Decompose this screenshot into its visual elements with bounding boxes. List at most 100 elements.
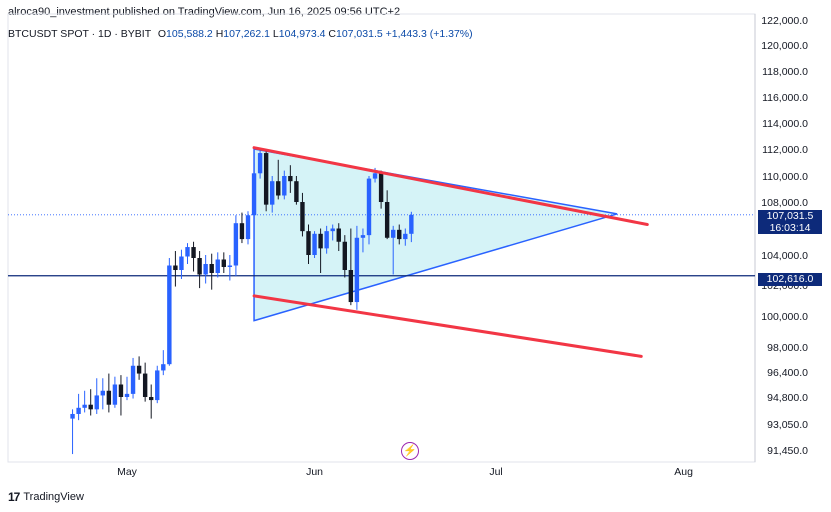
candle-body	[282, 176, 287, 196]
candle-body	[300, 202, 305, 232]
candle-body	[130, 365, 136, 394]
y-tick-label: 118,000.0	[762, 66, 808, 78]
y-tick-label: 122,000.0	[761, 15, 808, 27]
y-tick-label: 91,450.0	[767, 445, 808, 457]
x-tick-label: Jul	[489, 466, 502, 478]
lightning-icon[interactable]: ⚡	[401, 442, 419, 460]
y-tick-label: 112,000.0	[762, 144, 808, 156]
candle-body	[227, 265, 233, 267]
y-tick-label: 100,000.0	[761, 311, 808, 323]
y-tick-label: 94,800.0	[767, 392, 808, 404]
candle-body	[257, 153, 263, 174]
last-price-value: 107,031.5	[766, 210, 814, 222]
y-tick-label: 98,000.0	[767, 342, 808, 354]
candle-body	[330, 228, 335, 232]
candle-body	[312, 233, 317, 255]
candle-body	[76, 407, 81, 414]
candle-body	[197, 258, 202, 275]
candle-body	[142, 373, 148, 397]
candle-body	[288, 176, 293, 182]
y-tick-label: 93,050.0	[767, 419, 808, 431]
symbol-label[interactable]: BTCUSDT SPOT · 1D · BYBIT	[8, 28, 151, 40]
candle-body	[263, 153, 269, 205]
candle-body	[336, 228, 341, 242]
candle-body	[409, 214, 414, 234]
x-tick-label: Aug	[674, 466, 693, 478]
candle-body	[378, 173, 384, 202]
x-tick-label: Jun	[306, 466, 323, 478]
candle-body	[167, 265, 172, 365]
candle-body	[384, 202, 390, 238]
candle-body	[136, 365, 142, 374]
tradingview-logo-icon: 17	[8, 490, 20, 504]
brand-label: TradingView	[23, 491, 84, 503]
high-label: H	[215, 28, 224, 40]
candle-body	[403, 233, 408, 240]
candle-body	[276, 181, 281, 196]
candle-body	[82, 404, 87, 408]
low-value: 104,973.4	[278, 28, 326, 40]
ohlc-legend: BTCUSDT SPOT · 1D · BYBIT O105,588.2 H10…	[8, 28, 473, 40]
candle-body	[360, 235, 366, 238]
y-tick-label: 120,000.0	[761, 40, 808, 52]
y-tick-label: 116,000.0	[762, 92, 808, 104]
footer-brand: 17 TradingView	[8, 490, 84, 504]
candle-body	[173, 265, 178, 270]
close-value: 107,031.5	[336, 28, 383, 40]
candle-body	[397, 229, 402, 240]
candle-body	[294, 181, 299, 202]
candle-body	[106, 390, 112, 405]
candle-body	[251, 173, 257, 216]
candle-body	[348, 270, 354, 303]
y-tick-label: 108,000.0	[761, 197, 808, 209]
candle-body	[88, 404, 93, 410]
candle-body	[221, 259, 226, 267]
candle-body	[270, 181, 275, 205]
candle-body	[209, 264, 214, 273]
candle-body	[203, 264, 208, 275]
candle-body	[179, 256, 184, 270]
candle-body	[372, 173, 378, 179]
candle-body	[118, 384, 124, 397]
high-value: 107,262.1	[223, 28, 270, 40]
candle-body	[245, 215, 251, 240]
candle-body	[185, 247, 190, 257]
level-price-tag: 102,616.0	[758, 273, 822, 286]
change-value: +1,443.3 (+1.37%)	[385, 28, 473, 40]
candle-body	[94, 395, 99, 410]
candle-body	[124, 393, 130, 397]
candle-body	[366, 178, 372, 236]
x-tick-label: May	[117, 466, 138, 478]
upper-trendline	[252, 146, 649, 227]
triangle-pattern	[253, 148, 618, 322]
y-tick-label: 114,000.0	[762, 118, 808, 130]
candle-body	[318, 233, 323, 249]
candle-body	[100, 390, 105, 396]
candle-body	[354, 237, 360, 303]
candle-body	[342, 241, 347, 270]
candle-body	[149, 397, 154, 401]
y-tick-label: 96,400.0	[767, 367, 808, 379]
candle-body	[191, 247, 196, 258]
close-label: C	[328, 28, 336, 40]
last-price-tag: 107,031.5 16:03:14	[758, 210, 822, 234]
publisher-header: alroca90_investment published on Trading…	[8, 6, 401, 18]
open-label: O	[157, 28, 167, 40]
candle-body	[215, 259, 220, 273]
y-tick-label: 104,000.0	[761, 250, 808, 262]
candle-body	[239, 223, 245, 240]
candle-body	[155, 370, 160, 401]
candle-body	[324, 231, 329, 249]
countdown-value: 16:03:14	[769, 222, 811, 234]
candle-body	[233, 223, 239, 266]
low-label: L	[272, 28, 279, 40]
lower-trendline	[252, 294, 643, 358]
candle-body	[70, 413, 75, 419]
candle-body	[112, 384, 118, 405]
candle-body	[161, 364, 166, 371]
candle-body	[306, 231, 311, 255]
open-value: 105,588.2	[166, 28, 213, 40]
candle-body	[391, 229, 396, 238]
y-tick-label: 110,000.0	[762, 171, 808, 183]
